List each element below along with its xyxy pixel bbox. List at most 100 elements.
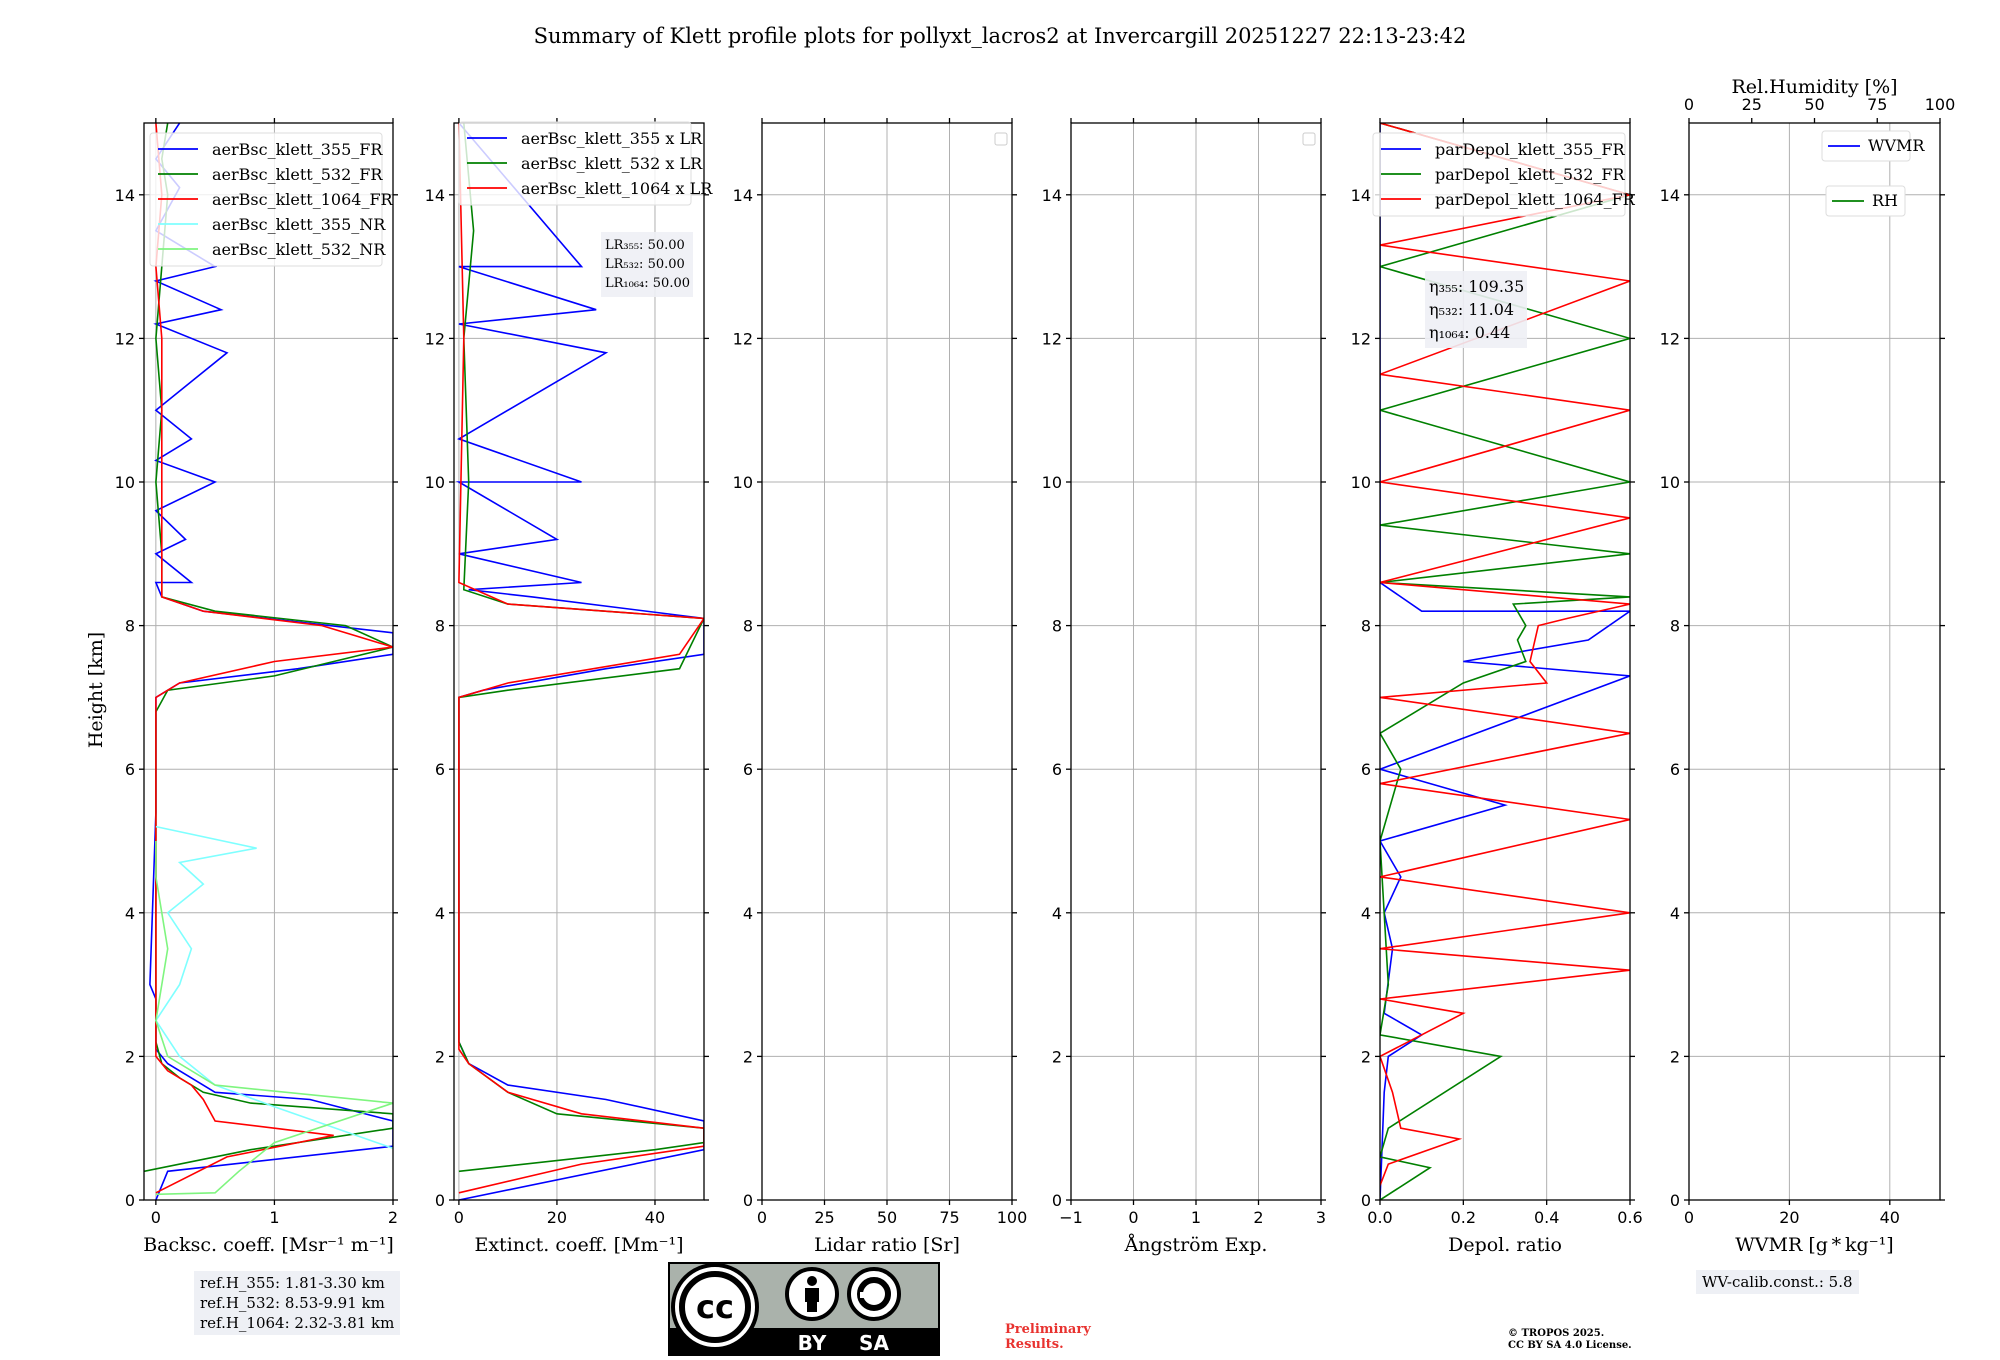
- y-tick-label: 14: [115, 186, 135, 205]
- x-tick-label: 40: [645, 1208, 665, 1227]
- legend: aerBsc_klett_355_FR aerBsc_klett_532_FRae…: [149, 132, 394, 267]
- series-parDepol_klett_532_FR: [1380, 123, 1630, 1200]
- x-tick-label: 0: [757, 1208, 767, 1227]
- y-tick-label: 10: [425, 473, 445, 492]
- y-tick-label: 6: [1670, 760, 1680, 779]
- y-tick-label: 0: [1670, 1191, 1680, 1210]
- legend-entry: aerBsc_klett_1064_FR: [212, 190, 394, 209]
- series-aerBsc_klett_355_NR: [154, 825, 393, 1150]
- legend: parDepol_klett_355_FR parDepol_klett_532_…: [1372, 132, 1636, 217]
- y-tick-label: 10: [1660, 473, 1680, 492]
- cc-by-sa-logo: cc BY SA: [668, 1262, 940, 1356]
- top-x-tick-label: 25: [1742, 95, 1762, 114]
- legend-entry: parDepol_klett_1064_FR: [1435, 190, 1636, 209]
- x-axis-label: Backsc. coeff. [Msr⁻¹ m⁻¹]: [143, 1234, 394, 1256]
- legend-entry: aerBsc_klett_1064 x LR: [521, 179, 713, 198]
- y-tick-label: 0: [435, 1191, 445, 1210]
- annotation-line: η₅₃₂: 11.04: [1429, 300, 1514, 319]
- y-tick-label: 12: [1351, 329, 1371, 348]
- y-tick-label: 2: [743, 1047, 753, 1066]
- x-axis-label: Ångström Exp.: [1124, 1234, 1268, 1256]
- series-aerBsc_klett_1064_FR: [155, 123, 393, 1194]
- x-tick-label: 0: [1684, 1208, 1694, 1227]
- preliminary-note: Preliminary Results.: [1005, 1322, 1091, 1352]
- y-tick-label: 6: [1052, 760, 1062, 779]
- axes-frame: [1379, 122, 1631, 1201]
- ref-height-355: ref.H_355: 1.81-3.30 km: [200, 1274, 385, 1292]
- axes-frame: [143, 122, 394, 1201]
- y-tick-label: 10: [1042, 473, 1062, 492]
- legend-frame: [149, 132, 383, 267]
- y-tick-label: 12: [733, 329, 753, 348]
- y-tick-label: 8: [435, 617, 445, 636]
- x-tick-label: 100: [997, 1208, 1028, 1227]
- series-aerBsc_klett_1064 x LR: [458, 123, 704, 1194]
- y-tick-label: 2: [1670, 1047, 1680, 1066]
- empty-legend: [1302, 132, 1316, 146]
- x-tick-label: 20: [547, 1208, 567, 1227]
- y-tick-label: 4: [1361, 904, 1371, 923]
- legend-entry: aerBsc_klett_532 x LR: [521, 154, 703, 173]
- annotation-box: LR₃₅₅: 50.00 LR₅₃₂: 50.00 LR₁₀₆₄: 50.00: [601, 232, 693, 297]
- y-tick-label: 14: [1351, 186, 1371, 205]
- ref-height-1064: ref.H_1064: 2.32-3.81 km: [200, 1314, 395, 1332]
- panel-depol: 0 2 4 6 8 10 12 14 0.0 0.2 0.4 0.6 Depol. ratio parDe…: [1351, 118, 1643, 1256]
- y-tick-label: 2: [435, 1047, 445, 1066]
- empty-legend: [994, 132, 1008, 146]
- y-tick-label: 6: [1361, 760, 1371, 779]
- legend-entry: aerBsc_klett_355_NR: [212, 215, 386, 234]
- legend-frame: [1825, 185, 1906, 217]
- y-tick-label: 4: [435, 904, 445, 923]
- y-axis-label: Height [km]: [85, 632, 107, 748]
- x-tick-label: 0.0: [1367, 1208, 1392, 1227]
- by-mark: BY: [798, 1331, 827, 1355]
- legend: aerBsc_klett_355 x LR aerBsc_klett_532 x …: [458, 121, 713, 206]
- legend-entry: parDepol_klett_355_FR: [1435, 140, 1626, 159]
- y-tick-label: 14: [425, 186, 445, 205]
- y-tick-label: 2: [1361, 1047, 1371, 1066]
- top-x-tick-label: 0: [1684, 95, 1694, 114]
- legend-frame: [458, 121, 692, 206]
- ref-heights-box: ref.H_355: 1.81-3.30 km ref.H_532: 8.53-…: [194, 1271, 401, 1335]
- y-tick-label: 0: [1052, 1191, 1062, 1210]
- x-tick-label: 2: [388, 1208, 398, 1227]
- series-aerBsc_klett_355 x LR: [455, 123, 704, 1200]
- annotation-line: η₁₀₆₄: 0.44: [1429, 323, 1510, 342]
- y-tick-label: 4: [743, 904, 753, 923]
- x-axis-label: Lidar ratio [Sr]: [814, 1234, 960, 1256]
- y-tick-label: 4: [1052, 904, 1062, 923]
- copyright-line1: © TROPOS 2025.: [1508, 1328, 1605, 1339]
- legend-entry: aerBsc_klett_532_NR: [212, 240, 386, 259]
- y-tick-label: 8: [125, 617, 135, 636]
- y-tick-label: 0: [743, 1191, 753, 1210]
- legend-entry: aerBsc_klett_355_FR: [212, 140, 383, 159]
- x-tick-label: 0.4: [1534, 1208, 1559, 1227]
- x-axis-label: Depol. ratio: [1448, 1234, 1562, 1256]
- x-tick-label: 0.6: [1617, 1208, 1642, 1227]
- y-tick-label: 14: [1660, 186, 1680, 205]
- annotation-bg: [601, 232, 693, 297]
- y-tick-label: 2: [125, 1047, 135, 1066]
- x-tick-label: 0: [454, 1208, 464, 1227]
- y-tick-label: 4: [1670, 904, 1680, 923]
- panel-lidar-ratio: 0 2 4 6 8 10 12 14 0 25 50 75 100 Lidar ratio [Sr]: [733, 118, 1028, 1256]
- x-tick-label: 20: [1779, 1208, 1799, 1227]
- y-tick-label: 12: [115, 329, 135, 348]
- y-tick-label: 6: [435, 760, 445, 779]
- annotation-line: LR₁₀₆₄: 50.00: [605, 276, 690, 291]
- y-tick-label: 14: [1042, 186, 1062, 205]
- annotation-line: LR₅₃₂: 50.00: [605, 257, 685, 272]
- y-tick-label: 6: [743, 760, 753, 779]
- series-aerBsc_klett_532_FR: [144, 123, 393, 1173]
- y-tick-label: 0: [125, 1191, 135, 1210]
- legend-entry: aerBsc_klett_355 x LR: [521, 129, 703, 148]
- preliminary-line2: Results.: [1005, 1337, 1064, 1352]
- figure-title: Summary of Klett profile plots for polly…: [534, 24, 1467, 48]
- x-tick-label: 0: [1128, 1208, 1138, 1227]
- annotation-box: η₃₅₅: 109.35 η₅₃₂: 11.04 η₁₀₆₄: 0.44: [1425, 271, 1527, 348]
- wv-calib-box: WV-calib.const.: 5.8: [1696, 1270, 1859, 1294]
- top-x-tick-label: 50: [1804, 95, 1824, 114]
- y-tick-label: 8: [743, 617, 753, 636]
